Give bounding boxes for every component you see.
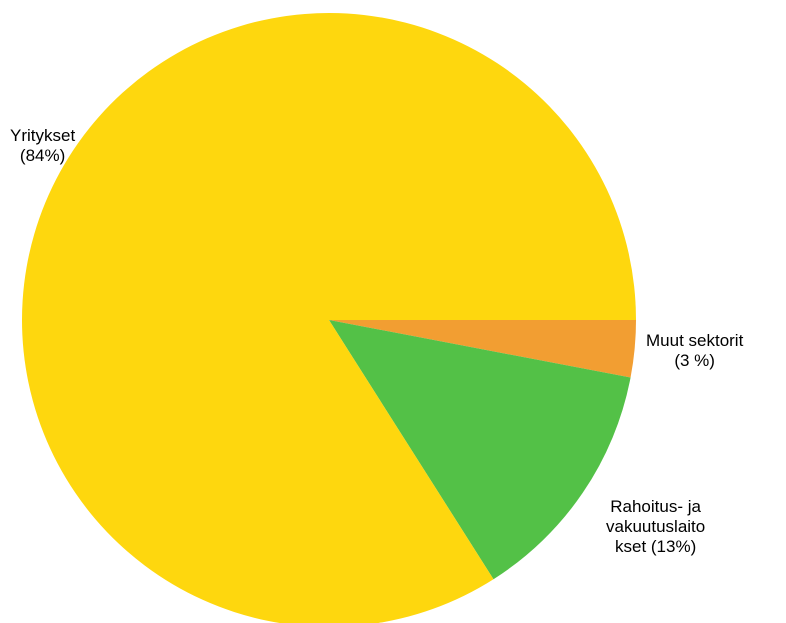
pie-slice-rahoitus-ja-vakuutuslaitokset [329,320,631,580]
label-line: Muut sektorit [646,331,744,350]
slice-label-yritykset: Yritykset (84%) [10,126,75,166]
label-line: Yritykset [10,126,76,145]
pie-slice-muut-sektorit [329,320,636,378]
slice-label-muut-sektorit: Muut sektorit (3 %) [646,331,743,371]
slice-label-rahoitus: Rahoitus- ja vakuutuslaito kset (13%) [606,497,705,557]
label-line: (84%) [19,146,66,165]
label-line: vakuutuslaito [606,517,706,536]
pie-slices [22,13,636,623]
pie-slice-yritykset [22,13,636,623]
label-line: (3 %) [674,351,715,370]
label-line: kset (13%) [614,537,697,556]
label-line: Rahoitus- ja [610,497,701,516]
